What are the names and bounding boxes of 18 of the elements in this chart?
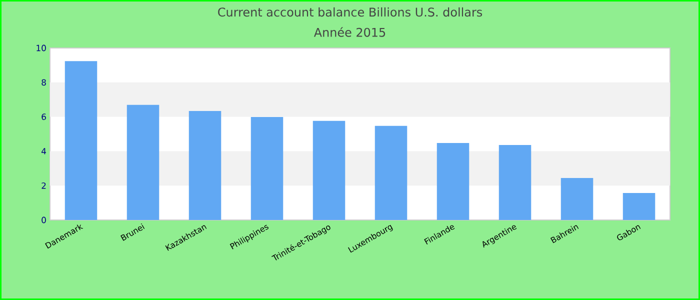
bar [622,192,656,220]
bar [560,178,594,220]
bar [126,104,160,220]
bar [64,61,98,220]
y-tick-label: 0 [42,216,46,224]
y-tick-label: 6 [42,114,46,120]
y-tick-label: 10 [36,44,46,52]
bar [374,126,408,220]
bar [250,116,284,220]
y-tick-label: 8 [42,79,46,86]
bar [498,145,532,220]
bar [436,142,470,220]
bar [312,120,346,220]
y-tick-label: 4 [42,148,46,154]
chart-subtitle: Année 2015 [314,27,386,37]
chart-title: Current account balance Billions U.S. dollars [218,7,482,17]
y-tick-label: 2 [42,182,46,189]
bar [188,110,222,220]
